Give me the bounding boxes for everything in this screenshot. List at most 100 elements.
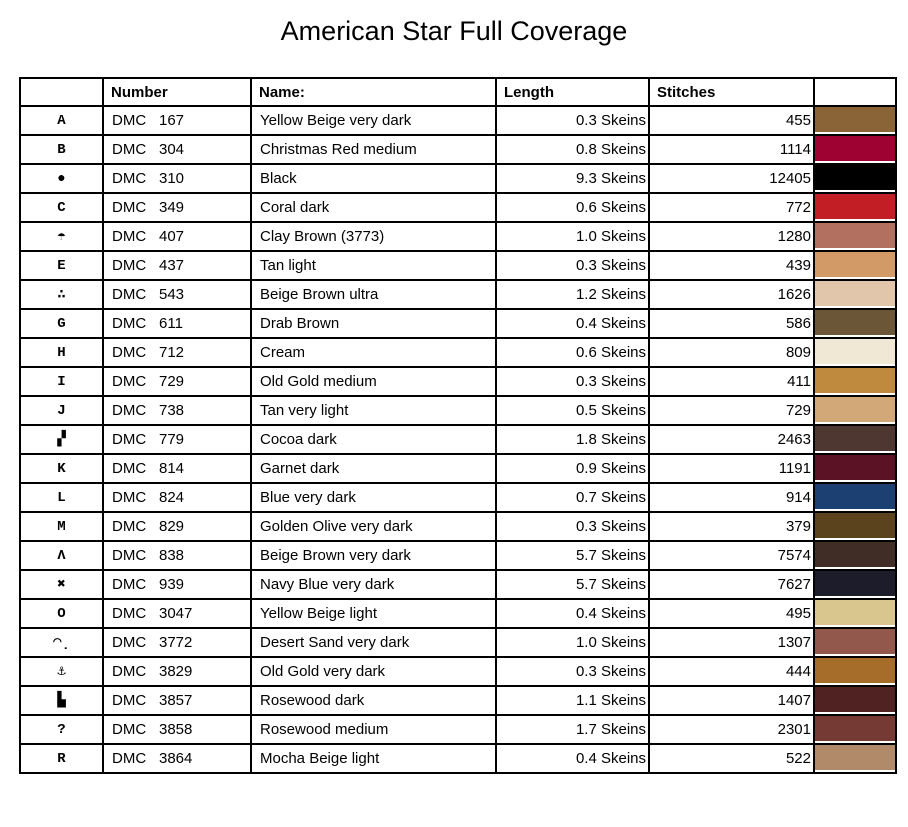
header-stitches: Stitches [648,77,815,107]
brand-label: DMC [112,257,147,274]
stitch-symbol-icon: ▙ [57,693,66,709]
symbol-cell: B [19,134,104,165]
stitches-cell: 12405 [648,163,815,194]
length-cell: 0.4 Skeins [495,308,650,339]
color-swatch [816,572,894,596]
stitches-cell: 1280 [648,221,815,252]
table-row: ∴ DMC 543 Beige Brown ultra 1.2 Skeins 16… [19,279,897,310]
header-length: Length [495,77,650,107]
symbol-cell: L [19,482,104,513]
color-swatch [816,717,894,741]
stitch-symbol-icon: ● [57,170,66,187]
color-cell [813,424,897,455]
color-cell [813,685,897,716]
dmc-number: 611 [159,315,183,332]
symbol-cell: ● [19,163,104,194]
color-name-cell: Desert Sand very dark [250,627,497,658]
brand-label: DMC [112,286,147,303]
color-key-table: Number Name: Length Stitches A DMC 167 Ye… [19,77,897,774]
number-cell: DMC 3864 [102,743,252,774]
number-cell: DMC 304 [102,134,252,165]
brand-label: DMC [112,605,147,622]
symbol-cell: G [19,308,104,339]
number-cell: DMC 3772 [102,627,252,658]
length-cell: 0.9 Skeins [495,453,650,484]
length-cell: 1.8 Skeins [495,424,650,455]
table-row: ⚓ DMC 3829 Old Gold very dark 0.3 Skeins … [19,656,897,687]
color-cell [813,192,897,223]
stitch-symbol-icon: I [57,373,66,390]
dmc-number: 3864 [159,750,193,767]
color-name-cell: Christmas Red medium [250,134,497,165]
length-cell: 1.0 Skeins [495,221,650,252]
dmc-number: 3858 [159,721,193,738]
dmc-number: 310 [159,170,185,187]
length-cell: 0.6 Skeins [495,337,650,368]
color-name-cell: Rosewood medium [250,714,497,745]
color-swatch [816,630,894,654]
color-cell [813,308,897,339]
number-cell: DMC 3858 [102,714,252,745]
color-cell [813,569,897,600]
number-cell: DMC 738 [102,395,252,426]
stitch-symbol-icon: R [57,750,66,767]
table-row: H DMC 712 Cream 0.6 Skeins 809 [19,337,897,368]
brand-label: DMC [112,373,147,390]
table-row: ▞ DMC 779 Cocoa dark 1.8 Skeins 2463 [19,424,897,455]
number-cell: DMC 824 [102,482,252,513]
length-cell: 0.5 Skeins [495,395,650,426]
number-cell: DMC 310 [102,163,252,194]
color-cell [813,279,897,310]
symbol-cell: ☂ [19,221,104,252]
table-row: I DMC 729 Old Gold medium 0.3 Skeins 411 [19,366,897,397]
length-cell: 0.3 Skeins [495,511,650,542]
stitches-cell: 2463 [648,424,815,455]
stitches-cell: 914 [648,482,815,513]
color-swatch [816,427,894,451]
length-cell: 1.2 Skeins [495,279,650,310]
number-cell: DMC 939 [102,569,252,600]
header-color [813,77,897,107]
number-cell: DMC 814 [102,453,252,484]
color-name-cell: Blue very dark [250,482,497,513]
length-cell: 0.6 Skeins [495,192,650,223]
brand-label: DMC [112,315,147,332]
brand-label: DMC [112,402,147,419]
table-row: K DMC 814 Garnet dark 0.9 Skeins 1191 [19,453,897,484]
page-title: American Star Full Coverage [280,16,628,46]
stitches-cell: 7574 [648,540,815,571]
length-cell: 1.7 Skeins [495,714,650,745]
length-cell: 0.7 Skeins [495,482,650,513]
header-symbol [19,77,104,107]
color-swatch [816,601,894,625]
number-cell: DMC 3047 [102,598,252,629]
table-row: M DMC 829 Golden Olive very dark 0.3 Skei… [19,511,897,542]
stitch-symbol-icon: J [57,402,66,419]
symbol-cell: C [19,192,104,223]
dmc-number: 349 [159,199,185,216]
color-cell [813,250,897,281]
stitches-cell: 2301 [648,714,815,745]
color-name-cell: Old Gold very dark [250,656,497,687]
symbol-cell: O [19,598,104,629]
color-name-cell: Clay Brown (3773) [250,221,497,252]
dmc-number: 3857 [159,692,193,709]
stitches-cell: 729 [648,395,815,426]
stitches-cell: 1307 [648,627,815,658]
stitch-symbol-icon: C [57,199,66,216]
stitch-symbol-icon: G [57,315,66,332]
symbol-cell: A [19,105,104,136]
stitch-symbol-icon: ⚓ [57,664,66,680]
stitch-symbol-icon: ▞ [57,432,66,448]
stitch-symbol-icon: E [57,257,66,274]
stitches-cell: 455 [648,105,815,136]
color-swatch [816,282,894,306]
length-cell: 5.7 Skeins [495,569,650,600]
length-cell: 0.3 Skeins [495,366,650,397]
brand-label: DMC [112,112,147,129]
brand-label: DMC [112,750,147,767]
table-row: J DMC 738 Tan very light 0.5 Skeins 729 [19,395,897,426]
stitch-symbol-icon: Λ [57,547,66,564]
color-swatch [816,398,894,422]
dmc-number: 543 [159,286,185,303]
